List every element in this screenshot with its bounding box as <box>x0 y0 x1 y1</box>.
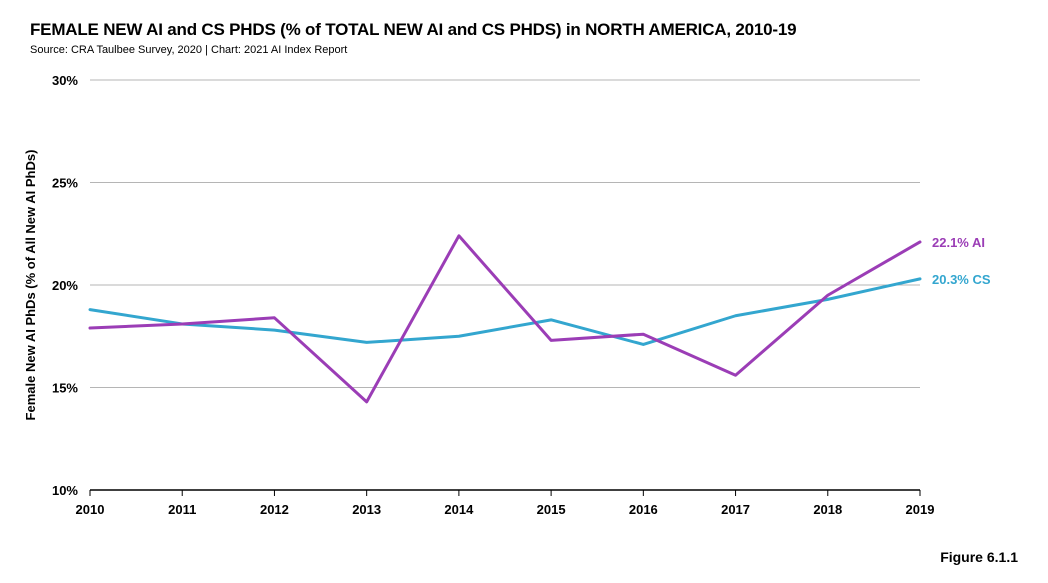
y-axis-label: Female New AI PhDs (% of All New AI PhDs… <box>23 150 38 421</box>
x-tick-label: 2016 <box>629 502 658 517</box>
x-tick-label: 2018 <box>813 502 842 517</box>
x-tick-label: 2017 <box>721 502 750 517</box>
y-tick-label: 25% <box>52 176 78 191</box>
chart-container: FEMALE NEW AI and CS PHDS (% of TOTAL NE… <box>0 0 1048 583</box>
x-tick-label: 2015 <box>537 502 566 517</box>
series-end-label-ai: 22.1% AI <box>932 235 985 250</box>
y-tick-label: 20% <box>52 278 78 293</box>
x-tick-label: 2010 <box>76 502 105 517</box>
x-tick-label: 2011 <box>168 502 196 517</box>
series-line-ai <box>90 236 920 402</box>
x-tick-label: 2012 <box>260 502 289 517</box>
x-tick-label: 2014 <box>444 502 474 517</box>
figure-number: Figure 6.1.1 <box>940 549 1018 565</box>
y-tick-label: 15% <box>52 381 78 396</box>
x-tick-label: 2013 <box>352 502 381 517</box>
line-chart: 10% 15% 20% 25% 30% 2010 2011 2012 2013 2014 2015 2… <box>0 0 1048 583</box>
y-tick-label: 10% <box>52 483 78 498</box>
x-tick-label: 2019 <box>906 502 935 517</box>
y-tick-label: 30% <box>52 73 78 88</box>
series-end-label-cs: 20.3% CS <box>932 272 991 287</box>
